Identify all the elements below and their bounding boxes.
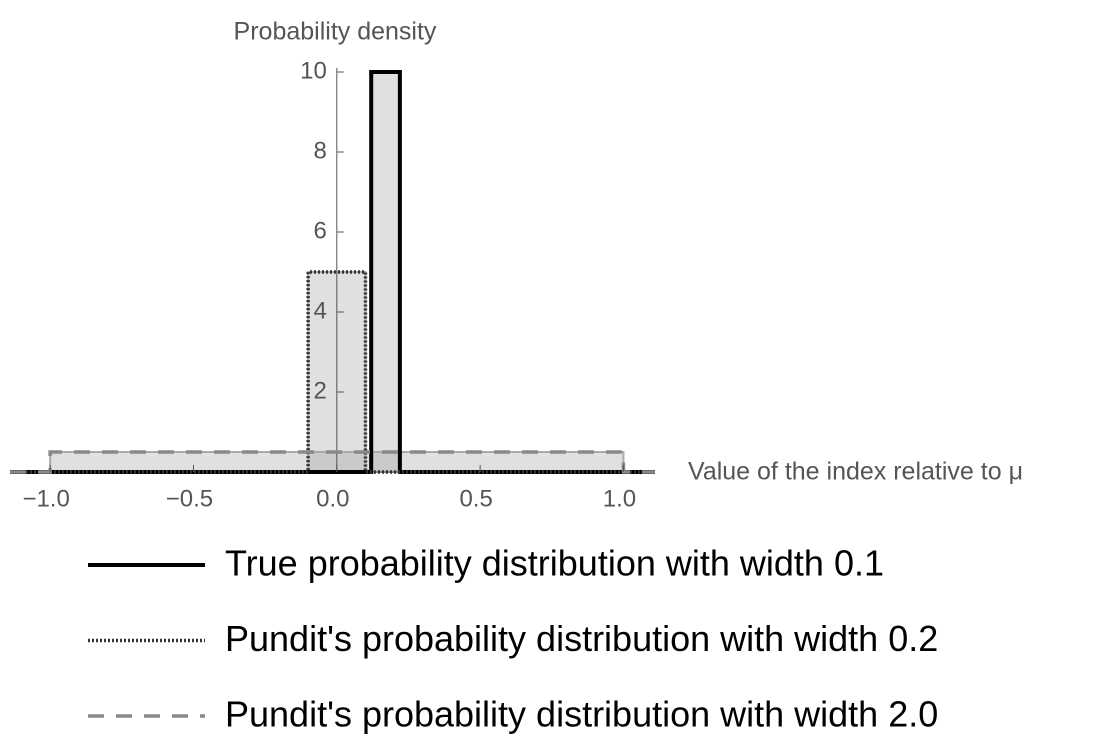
legend-label: Pundit's probability distribution with w…	[225, 618, 938, 659]
y-tick-label: 8	[313, 137, 326, 164]
x-tick-label: 0.5	[459, 485, 492, 512]
x-tick-label: 1.0	[603, 485, 636, 512]
series-line	[10, 270, 655, 474]
legend-label: True probability distribution with width…	[225, 543, 884, 584]
y-tick-label: 6	[313, 217, 326, 244]
x-tick-label: −0.5	[166, 485, 213, 512]
y-axis-label: Probability density	[234, 18, 437, 46]
area-fill	[10, 271, 655, 473]
x-axis-label: Value of the index relative to μ	[688, 458, 1023, 486]
y-tick-label: 4	[313, 297, 326, 324]
series-line	[10, 450, 655, 474]
y-tick-label: 10	[300, 57, 327, 84]
area-fill	[10, 451, 655, 473]
x-tick-label: −1.0	[22, 485, 69, 512]
legend-label: Pundit's probability distribution with w…	[225, 694, 938, 735]
x-tick-label: 0.0	[316, 485, 349, 512]
y-tick-label: 2	[313, 377, 326, 404]
